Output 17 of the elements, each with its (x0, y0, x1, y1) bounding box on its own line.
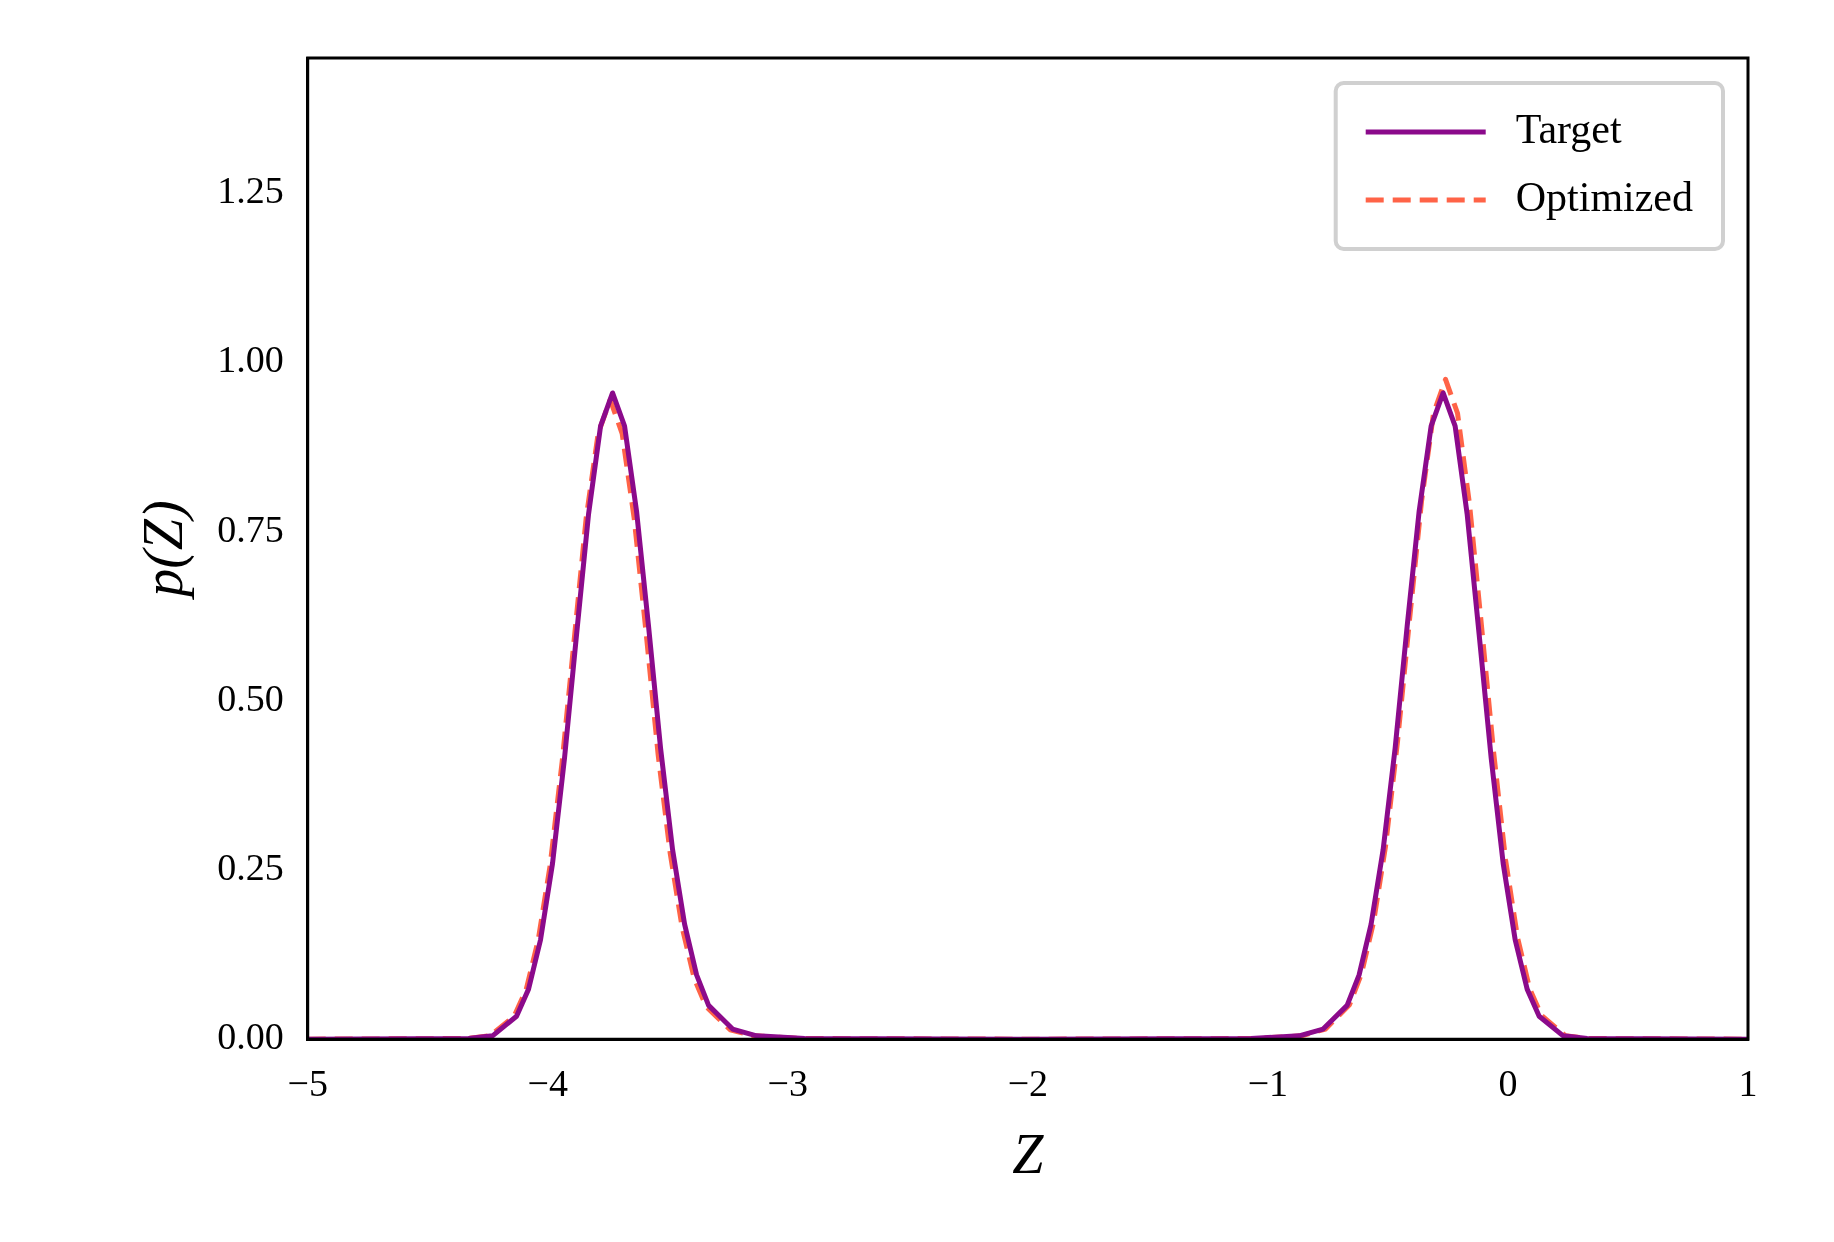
y-tick-label: 1.25 (217, 169, 284, 212)
y-tick-label: 0.25 (217, 846, 284, 889)
x-tick-label: 1 (1738, 1061, 1758, 1104)
x-tick-label: −5 (287, 1061, 328, 1104)
legend-label: Optimized (1515, 174, 1694, 221)
x-tick-label: −1 (1247, 1061, 1289, 1104)
y-tick-label: 0.50 (217, 676, 284, 719)
x-tick-label: −4 (527, 1061, 568, 1104)
x-tick-label: −2 (1007, 1061, 1049, 1104)
y-tick-label: 0.75 (217, 507, 284, 550)
y-tick-label: 0.00 (217, 1015, 284, 1058)
legend-label: Target (1515, 106, 1622, 153)
x-tick-label: −3 (767, 1061, 809, 1104)
y-axis-title: p(Z) (132, 500, 196, 601)
x-tick-label: 0 (1498, 1061, 1518, 1104)
x-axis-title: Z (1012, 1123, 1045, 1186)
y-tick-label: 1.00 (217, 338, 284, 381)
